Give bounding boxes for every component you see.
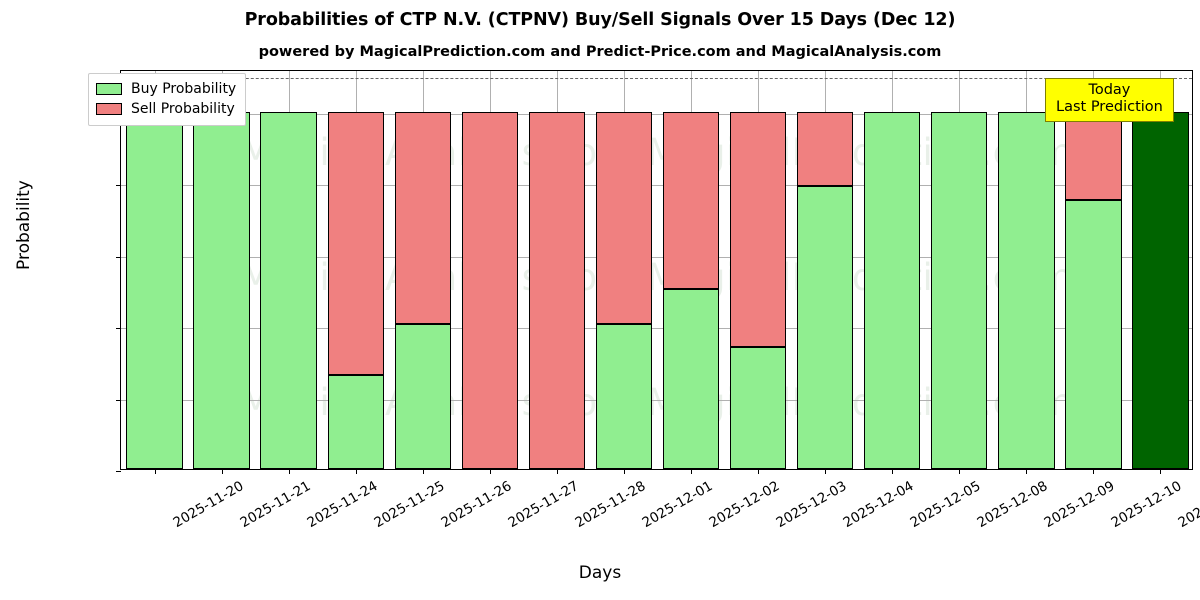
bar-segment-sell[interactable] [595, 111, 653, 324]
bar-segment-sell[interactable] [796, 111, 854, 187]
x-tick-label: 2025-11-28 [572, 478, 649, 532]
bar-group[interactable] [864, 71, 921, 469]
x-axis-label: Days [578, 563, 622, 583]
bar-group[interactable] [528, 71, 586, 469]
bar-segment-buy[interactable] [998, 111, 1055, 469]
chart-subtitle: powered by MagicalPrediction.com and Pre… [258, 44, 942, 60]
bar-group[interactable] [796, 71, 854, 469]
x-tick-mark [355, 469, 357, 474]
x-tick-mark [422, 469, 424, 474]
bar-segment-buy[interactable] [662, 289, 720, 469]
y-axis-label: Probability [14, 180, 34, 270]
x-tick-label: 2025-12-01 [639, 478, 716, 532]
x-tick-label: 2025-11-20 [170, 478, 246, 532]
x-tick-mark [489, 469, 491, 474]
x-tick-mark [1093, 469, 1095, 474]
bar-group[interactable] [1132, 71, 1189, 469]
bar-segment-buy[interactable] [796, 186, 854, 469]
bar-segment-buy[interactable] [729, 346, 787, 469]
bar-segment-sell[interactable] [327, 111, 384, 376]
x-tick-label: 2025-11-21 [237, 478, 314, 532]
bar-group[interactable] [260, 71, 317, 469]
x-tick-mark [623, 469, 625, 474]
y-tick-mark [116, 399, 121, 401]
y-tick-mark [116, 471, 121, 472]
bar-segment-sell[interactable] [729, 111, 787, 347]
x-tick-label: 2025-12-05 [907, 478, 984, 532]
x-tick-mark [288, 469, 290, 474]
bar-group[interactable] [931, 71, 988, 469]
x-tick-mark [758, 469, 760, 474]
bar-group[interactable] [662, 71, 720, 469]
x-tick-mark [154, 469, 156, 474]
x-tick-label: 2025-11-27 [505, 478, 582, 532]
bar-segment-buy[interactable] [864, 111, 921, 469]
x-tick-mark [892, 469, 894, 474]
legend-swatch-buy [96, 83, 122, 95]
bar-segment-sell[interactable] [461, 111, 518, 469]
page-title: Probabilities of CTP N.V. (CTPNV) Buy/Se… [244, 10, 956, 30]
bar-segment-buy[interactable] [126, 111, 183, 469]
bar-segment-today[interactable] [1132, 111, 1189, 469]
x-tick-label: 2025-12-09 [1041, 478, 1118, 532]
x-tick-label: 2025-11-24 [304, 478, 381, 532]
bar-segment-buy[interactable] [394, 324, 451, 469]
y-tick-mark [116, 256, 121, 258]
legend-item-sell: Sell Probability [96, 99, 236, 119]
bar-segment-buy[interactable] [595, 324, 653, 469]
today-annotation-line1: Today [1088, 82, 1131, 98]
bar-group[interactable] [998, 71, 1055, 469]
bar-segment-sell[interactable] [528, 111, 586, 469]
x-tick-label: 2025-11-25 [371, 478, 448, 532]
x-tick-label: 2025-12-03 [773, 478, 850, 532]
bar-group[interactable] [595, 71, 653, 469]
bar-group[interactable] [126, 71, 183, 469]
gridline-horizontal [121, 113, 1192, 115]
bar-group[interactable] [327, 71, 384, 469]
bar-group[interactable] [193, 71, 250, 469]
x-tick-label: 2025-12-10 [1108, 478, 1185, 532]
bar-segment-buy[interactable] [327, 375, 384, 469]
bar-segment-buy[interactable] [931, 111, 988, 469]
gridline-horizontal [121, 328, 1192, 330]
x-tick-mark [1160, 469, 1162, 474]
x-tick-mark [825, 469, 827, 474]
chart-legend: Buy Probability Sell Probability [88, 73, 247, 126]
y-tick-mark [116, 185, 121, 187]
gridline-horizontal [121, 185, 1192, 187]
bar-group[interactable] [729, 71, 787, 469]
bar-segment-buy[interactable] [1065, 199, 1122, 469]
reference-line [121, 78, 1192, 80]
legend-label-sell: Sell Probability [131, 101, 235, 117]
bar-group[interactable] [461, 71, 518, 469]
x-tick-mark [556, 469, 558, 474]
legend-item-buy: Buy Probability [96, 79, 236, 99]
y-tick-mark [116, 328, 121, 330]
bar-segment-buy[interactable] [193, 111, 250, 469]
today-annotation-line2: Last Prediction [1056, 99, 1163, 116]
legend-label-buy: Buy Probability [131, 81, 237, 97]
x-tick-mark [221, 469, 223, 474]
gridline-horizontal [121, 399, 1192, 401]
x-tick-label: 2025-12-02 [706, 478, 783, 532]
gridline-horizontal [121, 256, 1192, 258]
today-annotation: Today Last Prediction [1045, 78, 1174, 123]
bar-group[interactable] [1065, 71, 1122, 469]
bar-segment-sell[interactable] [1065, 111, 1122, 200]
bar-segment-sell[interactable] [394, 111, 451, 324]
plot-inner: MagicalAnalysis.com MagicalPrediction.co… [121, 71, 1192, 469]
legend-swatch-sell [96, 103, 122, 115]
x-tick-mark [959, 469, 961, 474]
x-tick-label: 2025-11-26 [438, 478, 515, 532]
plot-area: MagicalAnalysis.com MagicalPrediction.co… [116, 70, 1193, 474]
bar-segment-sell[interactable] [662, 111, 720, 289]
x-tick-label: 2025-12-04 [840, 478, 917, 532]
bar-segment-buy[interactable] [260, 111, 317, 469]
x-tick-mark [1026, 469, 1028, 474]
x-tick-mark [691, 469, 693, 474]
bar-group[interactable] [394, 71, 451, 469]
x-tick-label: 2025-12-08 [974, 478, 1051, 532]
